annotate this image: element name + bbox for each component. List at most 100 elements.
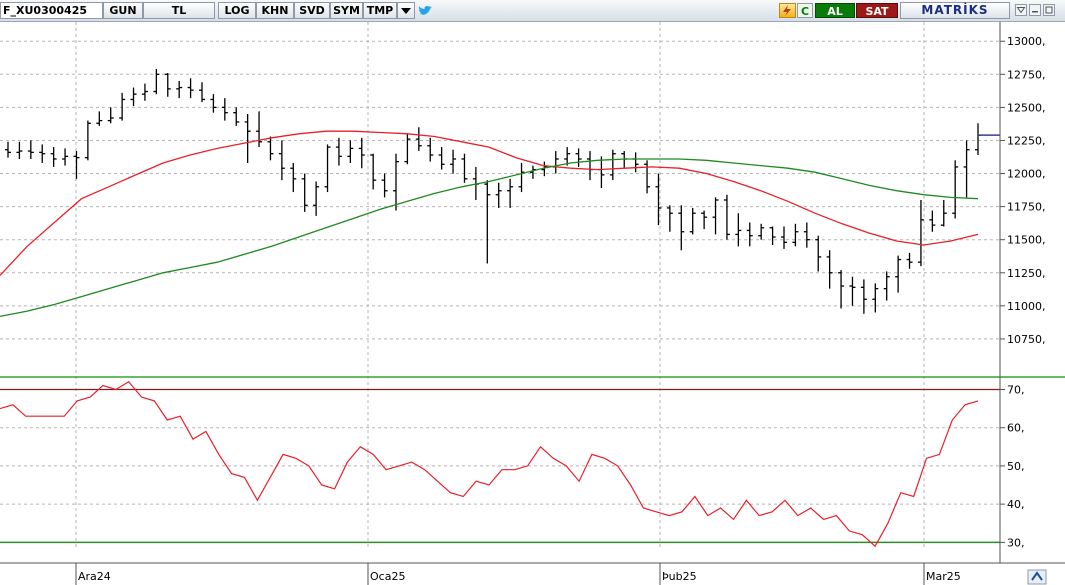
chart-area: 13000, 12750, 12500, 12250, 12000, 11750, 1150… (0, 22, 1065, 585)
ohlc-bar (952, 160, 959, 219)
ohlc-bar (701, 210, 708, 230)
ohlc-bar (438, 147, 445, 170)
rsi-line (0, 381, 979, 548)
ohlc-bar (975, 123, 981, 156)
khn-button[interactable]: KHN (256, 2, 294, 19)
ohlc-bar (199, 82, 205, 103)
ohlc-bar (575, 148, 582, 167)
dropdown-button[interactable] (397, 2, 415, 19)
chart-settings-button[interactable] (1027, 569, 1047, 585)
period-button[interactable]: GUN (103, 2, 143, 19)
ohlc-bar (655, 173, 662, 226)
currency-button[interactable]: TL (143, 2, 215, 19)
ohlc-bar (210, 94, 217, 113)
symbol-field[interactable]: F_XU0300425 (0, 2, 103, 19)
ohlc-bar (427, 137, 434, 162)
ohlc-bar (587, 151, 593, 181)
price-tick-label: 12000, (1007, 168, 1046, 181)
chart-settings-button-frame[interactable] (1027, 569, 1047, 585)
date-tick-label: Mar25 (926, 570, 961, 583)
ohlc-bar (313, 181, 320, 216)
maximize-button[interactable] (1043, 4, 1055, 16)
ohlc-bar (256, 111, 263, 148)
price-panel-grid (0, 22, 1000, 550)
ohlc-bar (164, 72, 171, 97)
ohlc-bar (278, 140, 285, 181)
ohlc-bar (598, 156, 605, 189)
maximize-icon (1045, 6, 1053, 14)
sym-button[interactable]: SYM (330, 2, 363, 19)
moving-average-red-line (0, 130, 979, 276)
alert-button[interactable] (779, 3, 796, 18)
minimize-button[interactable] (1029, 4, 1041, 16)
ohlc-bar (632, 152, 639, 173)
ohlc-bar (644, 160, 651, 194)
ohlc-bar (39, 144, 46, 163)
ohlc-bar (176, 80, 183, 99)
price-tick-label: 11250, (1007, 267, 1046, 280)
ohlc-bar (62, 148, 69, 166)
ohlc-bar (735, 213, 742, 247)
ohlc-bar (917, 200, 924, 267)
ohlc-bar (50, 147, 57, 167)
rsi-tick-label: 30, (1007, 536, 1025, 549)
brand-logo: MATRİKS (900, 2, 1010, 19)
rsi-axis: 70, 60, 50, 40, 30, (1000, 383, 1025, 549)
price-tick-label: 11750, (1007, 201, 1046, 214)
ohlc-bar (267, 136, 274, 161)
sell-button[interactable]: SAT (856, 3, 898, 18)
ohlc-bar (860, 279, 867, 314)
ohlc-bar (826, 250, 833, 289)
ohlc-bar (895, 255, 902, 293)
ohlc-bar (929, 210, 936, 232)
refresh-button[interactable]: C (797, 3, 813, 18)
tmp-button[interactable]: TMP (363, 2, 397, 19)
ohlc-bar (849, 276, 856, 306)
buy-button[interactable]: AL (815, 3, 855, 18)
price-panel-moving-averages (0, 130, 979, 318)
date-tick-label: Þub25 (662, 570, 697, 583)
price-axis: 13000, 12750, 12500, 12250, 12000, 11750, 1150… (1000, 35, 1046, 346)
ohlc-bar (495, 182, 502, 208)
ohlc-bar (484, 180, 491, 264)
ohlc-bar (335, 137, 342, 166)
ohlc-bar (73, 151, 80, 179)
log-button[interactable]: LOG (218, 2, 256, 19)
ohlc-bar (290, 162, 297, 193)
ohlc-bar (769, 226, 776, 245)
ohlc-bar (564, 147, 571, 166)
twitter-button[interactable] (416, 3, 434, 18)
ohlc-bar (27, 140, 34, 159)
ohlc-bar (141, 83, 148, 101)
ohlc-bar (838, 270, 845, 309)
menu-button[interactable] (1015, 4, 1027, 16)
ohlc-bar (16, 141, 23, 159)
triangle-down-icon (1016, 7, 1026, 14)
price-tick-label: 10750, (1007, 333, 1046, 346)
ohlc-bar (347, 140, 354, 163)
ohlc-bar (393, 153, 399, 211)
ohlc-bar (415, 127, 422, 152)
chart-tool-icon (1031, 571, 1043, 581)
ohlc-bar (461, 153, 468, 183)
price-tick-label: 12250, (1007, 134, 1046, 147)
rsi-tick-label: 70, (1007, 383, 1025, 396)
ohlc-bar (84, 120, 91, 161)
price-tick-label: 13000, (1007, 35, 1046, 48)
ohlc-bar (404, 133, 411, 165)
twitter-bird-icon (418, 6, 432, 15)
date-axis: Ara24 Oca25 Þub25 Mar25 (75, 563, 961, 585)
ohlc-bar (529, 165, 536, 179)
ohlc-bar (221, 98, 228, 121)
ohlc-bar (906, 252, 913, 269)
lightning-icon (783, 5, 791, 16)
ohlc-bar (689, 207, 696, 235)
svd-button[interactable]: SVD (294, 2, 330, 19)
ohlc-bar (5, 141, 11, 158)
ohlc-bar (358, 137, 365, 169)
minimize-icon (1032, 11, 1038, 13)
ohlc-bar (792, 223, 799, 247)
price-tick-label: 12750, (1007, 68, 1046, 81)
ohlc-bar (518, 162, 525, 193)
ohlc-bar (712, 197, 719, 235)
